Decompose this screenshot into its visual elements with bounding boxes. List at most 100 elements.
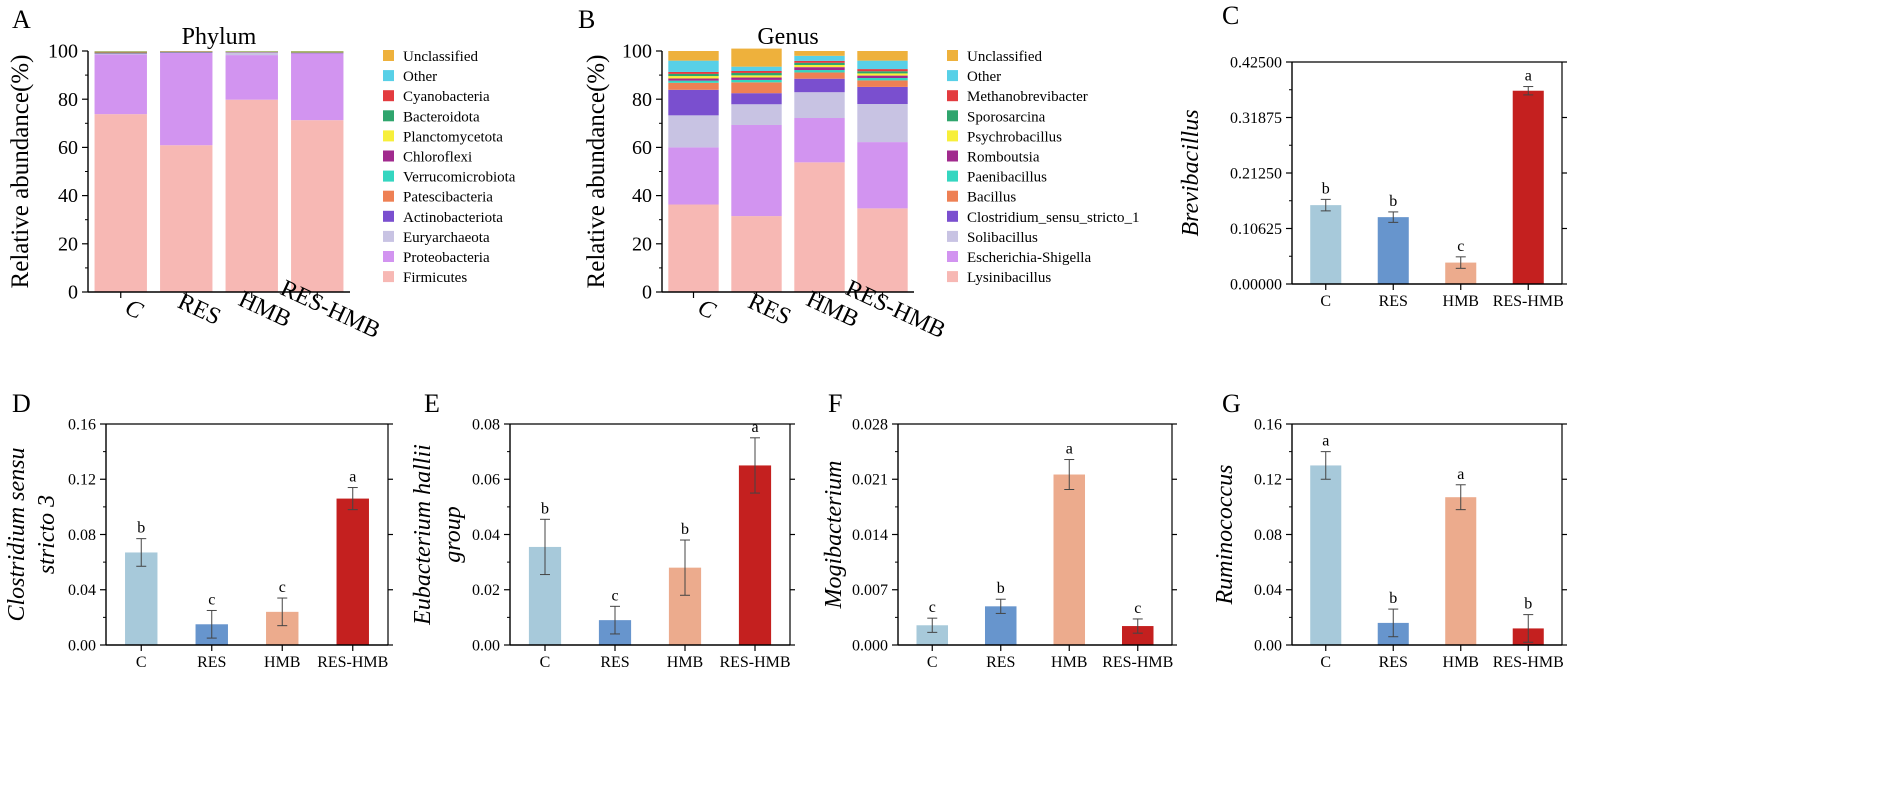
significance-letter-c: b	[137, 520, 145, 537]
clostridium-chart-panel: D Clostridium sensu stricto 3 b c c a 0.00 0.04 0…	[4, 389, 393, 671]
x-tick-label-res: RES	[174, 289, 225, 331]
x-tick-label-res: RES	[197, 654, 226, 671]
legend-swatch-planctomycetota	[383, 130, 394, 142]
bar-segment-firmicutes-res	[160, 145, 213, 292]
bar-segment-euryarchaeota-hmb	[225, 52, 278, 56]
y-tick-label: 0.08	[472, 416, 500, 433]
y-tick-label: 0.00000	[1230, 276, 1282, 293]
chart-legend: Unclassified Other Cyanobacteria Bacteroido…	[383, 49, 516, 286]
y-tick-label: 100	[622, 41, 652, 63]
legend-label-romboutsia: Romboutsia	[967, 150, 1040, 166]
legend-swatch-escherichia-shigella	[947, 251, 958, 262]
y-tick-label: 0.08	[68, 527, 96, 544]
legend-swatch-unclassified	[383, 50, 394, 61]
x-tick-label-hmb: HMB	[264, 654, 300, 671]
bar-c	[1310, 205, 1342, 284]
bar-segment-solibacillus-res	[731, 104, 782, 125]
bar-segment-psychrobacillus-res	[731, 75, 782, 78]
bar-res	[1377, 217, 1409, 284]
x-tick-label-hmb: HMB	[1443, 654, 1479, 671]
legend-swatch-bacteroidota	[383, 110, 394, 122]
y-axis-label: Eubacterium hallii group	[410, 444, 466, 626]
y-tick-label: 0.08	[1254, 527, 1282, 544]
legend-swatch-unclassified	[947, 50, 958, 61]
legend-label-escherichia-shigella: Escherichia-Shigella	[967, 250, 1091, 266]
panel-letter: C	[1222, 1, 1239, 30]
bar-segment-escherichia-shigella-hmb	[794, 117, 845, 163]
legend-swatch-actinobacteriota	[383, 210, 394, 222]
bar-segment-methanobrevibacter-res	[731, 71, 782, 73]
y-tick-label: 0.00	[68, 637, 96, 654]
legend-swatch-other	[947, 70, 958, 82]
legend-swatch-methanobrevibacter	[947, 90, 958, 102]
y-axis-label-line: Clostridium sensu	[4, 447, 30, 621]
legend-label-chloroflexi: Chloroflexi	[403, 150, 472, 166]
y-tick-label: 0.12	[68, 472, 96, 489]
x-tick-label-res: RES	[1379, 654, 1408, 671]
bar-res-hmb	[738, 465, 772, 645]
bar-segment-clostridium-sensu-stricto-1-hmb	[794, 78, 845, 93]
phylum-chart-panel: A Phylum Relative abundance(%) 0 20 40 60 80 100…	[7, 5, 516, 344]
y-axis-label-line: Eubacterium hallii	[410, 444, 436, 626]
bar-hmb	[1053, 474, 1086, 645]
x-tick-label-res: RES	[600, 654, 629, 671]
x-tick-label-res-hmb: RES-HMB	[1102, 654, 1173, 671]
x-tick-label-res: RES	[986, 654, 1015, 671]
x-tick-label-c: C	[694, 294, 720, 325]
legend-label-other: Other	[967, 69, 1001, 85]
bar-segment-proteobacteria-res-hmb	[291, 53, 344, 121]
legend-swatch-psychrobacillus	[947, 130, 958, 142]
bar-res-hmb	[1512, 90, 1544, 285]
x-tick-label-hmb: HMB	[1443, 293, 1479, 310]
significance-letter-hmb: c	[279, 579, 286, 596]
bar-res-hmb	[1121, 626, 1154, 645]
legend-label-cyanobacteria: Cyanobacteria	[403, 89, 490, 105]
y-tick-label: 60	[58, 137, 78, 159]
bar-segment-unclassified-c	[668, 51, 719, 61]
bar-segment-romboutsia-hmb	[794, 67, 845, 71]
significance-letter-hmb: c	[1457, 238, 1464, 255]
legend-swatch-sporosarcina	[947, 110, 958, 122]
genus-chart-panel: B Genus Relative abundance(%) 0 20 40 60 80 100 C…	[578, 5, 1140, 344]
bar-segment-firmicutes-res-hmb	[291, 120, 344, 293]
y-axis-label: Mogibacterium	[821, 461, 847, 610]
x-tick-label-res-hmb: RES-HMB	[1493, 654, 1564, 671]
y-tick-label: 0.04	[68, 582, 96, 599]
y-tick-label: 60	[632, 137, 652, 159]
y-tick-label: 0.42500	[1230, 54, 1282, 71]
bar-segment-paenibacillus-c	[668, 80, 719, 83]
significance-letter-hmb: a	[1457, 466, 1464, 483]
legend-label-patescibacteria: Patescibacteria	[403, 190, 493, 206]
y-tick-label: 0.007	[852, 582, 888, 599]
x-tick-label-c: C	[1320, 293, 1331, 310]
y-tick-label: 0	[68, 282, 78, 304]
chart-title: Phylum	[182, 24, 257, 50]
x-tick-label-c: C	[927, 654, 938, 671]
chart-legend: Unclassified Other Methanobrevibacter Sporo…	[947, 49, 1140, 286]
y-axis-label-line: group	[440, 506, 466, 562]
x-tick-label-res-hmb: RES-HMB	[317, 654, 388, 671]
mogibacterium-chart-panel: F Mogibacterium c b a c 0.000 0.007 0.014 0.021 0.…	[821, 389, 1177, 671]
significance-letter-res: b	[997, 580, 1005, 597]
bar-segment-escherichia-shigella-res	[731, 124, 782, 217]
x-tick-label-hmb: HMB	[667, 654, 703, 671]
legend-swatch-verrucomicrobiota	[383, 170, 394, 182]
y-tick-label: 0.000	[852, 637, 888, 654]
legend-swatch-cyanobacteria	[383, 90, 394, 102]
x-tick-label-res: RES	[1379, 293, 1408, 310]
bar-segment-unclassified-res	[731, 48, 782, 67]
legend-swatch-clostridium-sensu-stricto-1	[947, 210, 958, 222]
x-tick-label-res-hmb: RES-HMB	[719, 654, 790, 671]
legend-label-solibacillus: Solibacillus	[967, 230, 1038, 246]
bar-segment-other-hmb	[794, 55, 845, 61]
x-tick-label-c: C	[540, 654, 551, 671]
y-tick-label: 0.028	[852, 416, 888, 433]
bar-segment-sporosarcina-res-hmb	[857, 71, 908, 74]
y-axis-label: Clostridium sensu stricto 3	[4, 447, 60, 621]
bar-segment-unclassified-res	[160, 51, 213, 52]
chart-title: Genus	[757, 24, 818, 50]
x-tick-label-c: C	[121, 294, 147, 325]
y-tick-label: 0.16	[68, 416, 96, 433]
bar-c	[125, 552, 158, 645]
